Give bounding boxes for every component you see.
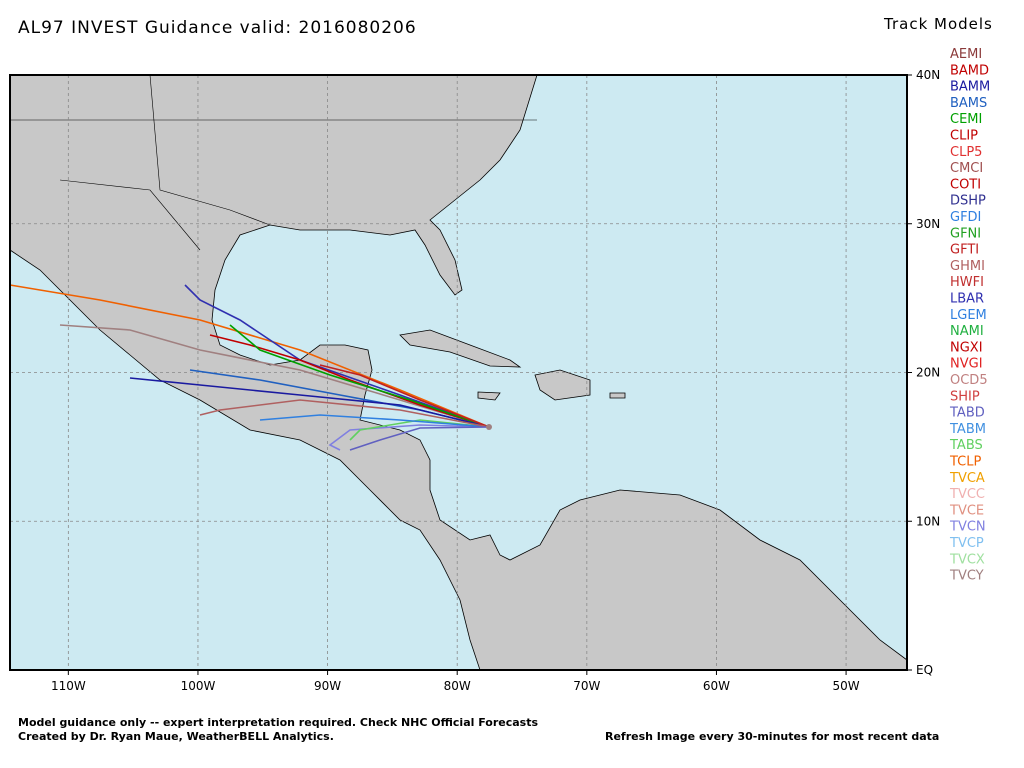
legend-entry: TABS — [949, 438, 983, 453]
legend-entry: CLP5 — [950, 145, 982, 160]
legend-entry: DSHP — [950, 194, 986, 209]
legend-entry: BAMD — [950, 63, 989, 78]
forecast-tracks — [9, 284, 492, 451]
legend-entry: CMCI — [950, 161, 983, 176]
title: AL97 INVEST Guidance valid: 2016080206 — [18, 18, 417, 38]
legend-entry: CLIP — [950, 129, 978, 144]
lon-tick-label: 50W — [833, 679, 860, 693]
legend-entry: LBAR — [950, 292, 984, 307]
lon-tick-label: 70W — [573, 679, 600, 693]
lat-tick-label: 30N — [916, 217, 940, 231]
legend-entry: TVCX — [949, 552, 985, 567]
legend-entry: TVCA — [949, 471, 985, 486]
legend-entry: BAMS — [950, 96, 987, 111]
legend-entry: NGXI — [950, 340, 983, 355]
lon-tick-label: 80W — [444, 679, 471, 693]
legend-entry: TVCN — [949, 520, 986, 535]
legend-entry: BAMM — [950, 80, 990, 95]
legend-entry: GFTI — [950, 243, 979, 258]
legend-entry: TABM — [949, 422, 986, 437]
legend-entry: LGEM — [950, 308, 987, 323]
lat-tick-label: 20N — [916, 366, 940, 380]
legend-entry: OCD5 — [950, 373, 988, 388]
lat-tick-label: 40N — [916, 68, 940, 82]
legend-entry: SHIP — [950, 389, 980, 404]
lon-tick-label: 60W — [703, 679, 730, 693]
lat-tick-label: 10N — [916, 514, 940, 528]
legend-entry: TVCP — [949, 536, 984, 551]
legend-entry: GHMI — [950, 259, 985, 274]
axes: 110W 100W 90W 80W 70W 60W 50W 40N 30N 20N 10N EQ — [51, 68, 940, 693]
lon-tick-label: 90W — [314, 679, 341, 693]
legend-entry: NAMI — [950, 324, 984, 339]
legend-entry: TABD — [949, 406, 985, 421]
legend-entry: TVCC — [949, 487, 985, 502]
legend-entry: GFDI — [950, 210, 981, 225]
legend-entry: AEMI — [950, 47, 982, 62]
legend-entry: TCLP — [949, 455, 981, 470]
legend-entry: TVCY — [949, 569, 984, 584]
legend-entry: TVCE — [949, 503, 984, 518]
lon-tick-label: 110W — [51, 679, 86, 693]
legend-entry: GFNI — [950, 226, 981, 241]
legend-title: Track Models — [883, 15, 993, 33]
legend-entry: COTI — [950, 177, 981, 192]
lon-tick-label: 100W — [181, 679, 216, 693]
legend-entry: NVGI — [950, 357, 983, 372]
footer-credit: Created by Dr. Ryan Maue, WeatherBELL An… — [18, 730, 334, 743]
lat-tick-label: EQ — [916, 663, 933, 677]
footer-note: Model guidance only -- expert interpreta… — [18, 716, 538, 729]
footer-refresh: Refresh Image every 30-minutes for most … — [605, 730, 939, 743]
legend-entry: CEMI — [950, 112, 982, 127]
legend-entry: HWFI — [950, 275, 984, 290]
